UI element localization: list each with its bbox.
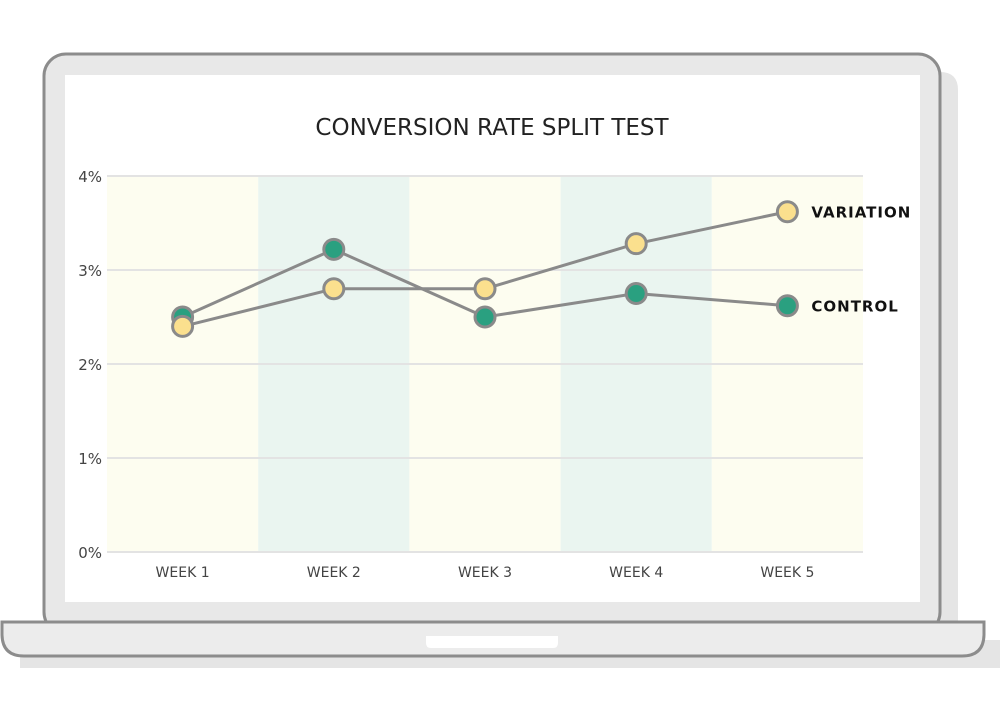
y-tick-label: 2%: [78, 356, 102, 374]
series-label-control: CONTROL: [811, 298, 898, 316]
grid-lines: [107, 175, 863, 553]
y-tick-label: 0%: [78, 544, 102, 562]
series-label-variation: VARIATION: [811, 204, 911, 222]
data-point-variation: [624, 232, 648, 256]
laptop-notch: [426, 636, 558, 648]
chart-title: CONVERSION RATE SPLIT TEST: [315, 115, 669, 141]
y-tick-label: 4%: [78, 168, 102, 186]
data-point-control: [322, 237, 346, 261]
x-tick-label: WEEK 3: [458, 565, 512, 581]
x-tick-label: WEEK 5: [760, 565, 814, 581]
y-tick-label: 1%: [78, 450, 102, 468]
data-point-variation: [171, 314, 195, 338]
x-tick-label: WEEK 2: [307, 565, 361, 581]
data-point-control: [473, 305, 497, 329]
series-labels: VARIATION CONTROL: [811, 204, 911, 316]
data-point-control: [775, 294, 799, 318]
x-axis-ticks: WEEK 1 WEEK 2 WEEK 3 WEEK 4 WEEK 5: [156, 565, 815, 581]
y-tick-label: 3%: [78, 262, 102, 280]
y-axis-ticks: 0% 1% 2% 3% 4%: [78, 168, 102, 562]
x-tick-label: WEEK 1: [156, 565, 210, 581]
series-points: [171, 200, 799, 338]
data-point-variation: [775, 200, 799, 224]
data-point-variation: [322, 277, 346, 301]
data-point-variation: [473, 277, 497, 301]
x-tick-label: WEEK 4: [609, 565, 663, 581]
data-point-control: [624, 282, 648, 305]
